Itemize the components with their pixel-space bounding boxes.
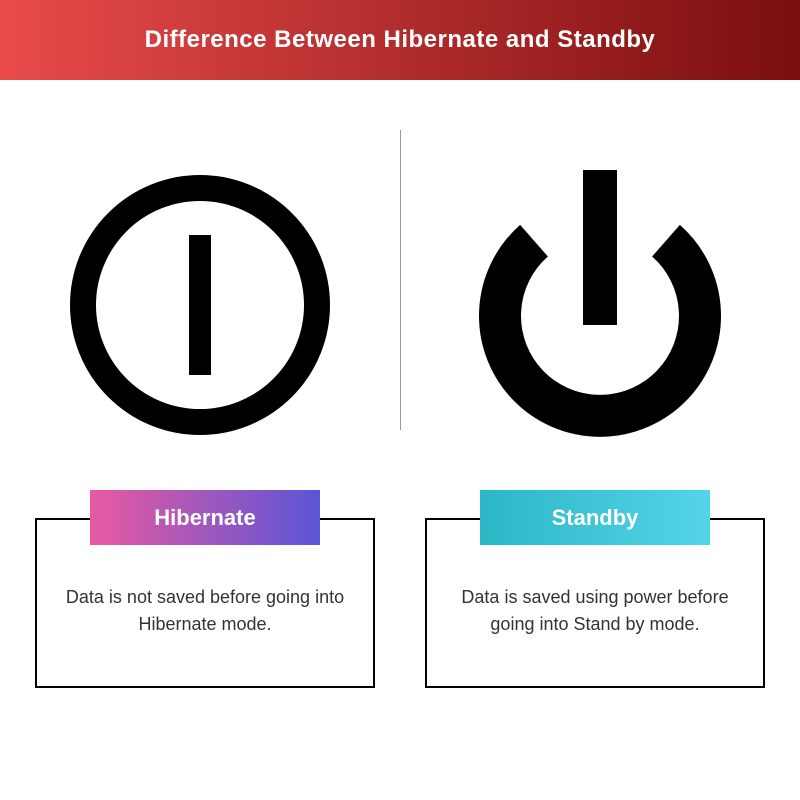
hibernate-icon xyxy=(60,165,340,445)
page-title: Difference Between Hibernate and Standby xyxy=(145,26,656,54)
standby-text: Data is saved using power before going i… xyxy=(452,584,738,638)
cards-row: Hibernate Data is not saved before going… xyxy=(0,470,800,708)
hibernate-tab: Hibernate xyxy=(90,490,320,545)
standby-icon xyxy=(460,155,740,455)
hibernate-card: Hibernate Data is not saved before going… xyxy=(35,490,375,688)
standby-tab: Standby xyxy=(480,490,710,545)
icons-row xyxy=(0,80,800,470)
standby-bar xyxy=(583,170,617,325)
standby-card: Standby Data is saved using power before… xyxy=(425,490,765,688)
hibernate-tab-label: Hibernate xyxy=(154,505,255,531)
standby-tab-label: Standby xyxy=(552,505,639,531)
standby-icon-panel xyxy=(400,140,800,470)
hibernate-text: Data is not saved before going into Hibe… xyxy=(62,584,348,638)
hibernate-icon-panel xyxy=(0,140,400,470)
header-banner: Difference Between Hibernate and Standby xyxy=(0,0,800,80)
hibernate-bar xyxy=(189,235,211,375)
vertical-divider xyxy=(400,130,401,430)
